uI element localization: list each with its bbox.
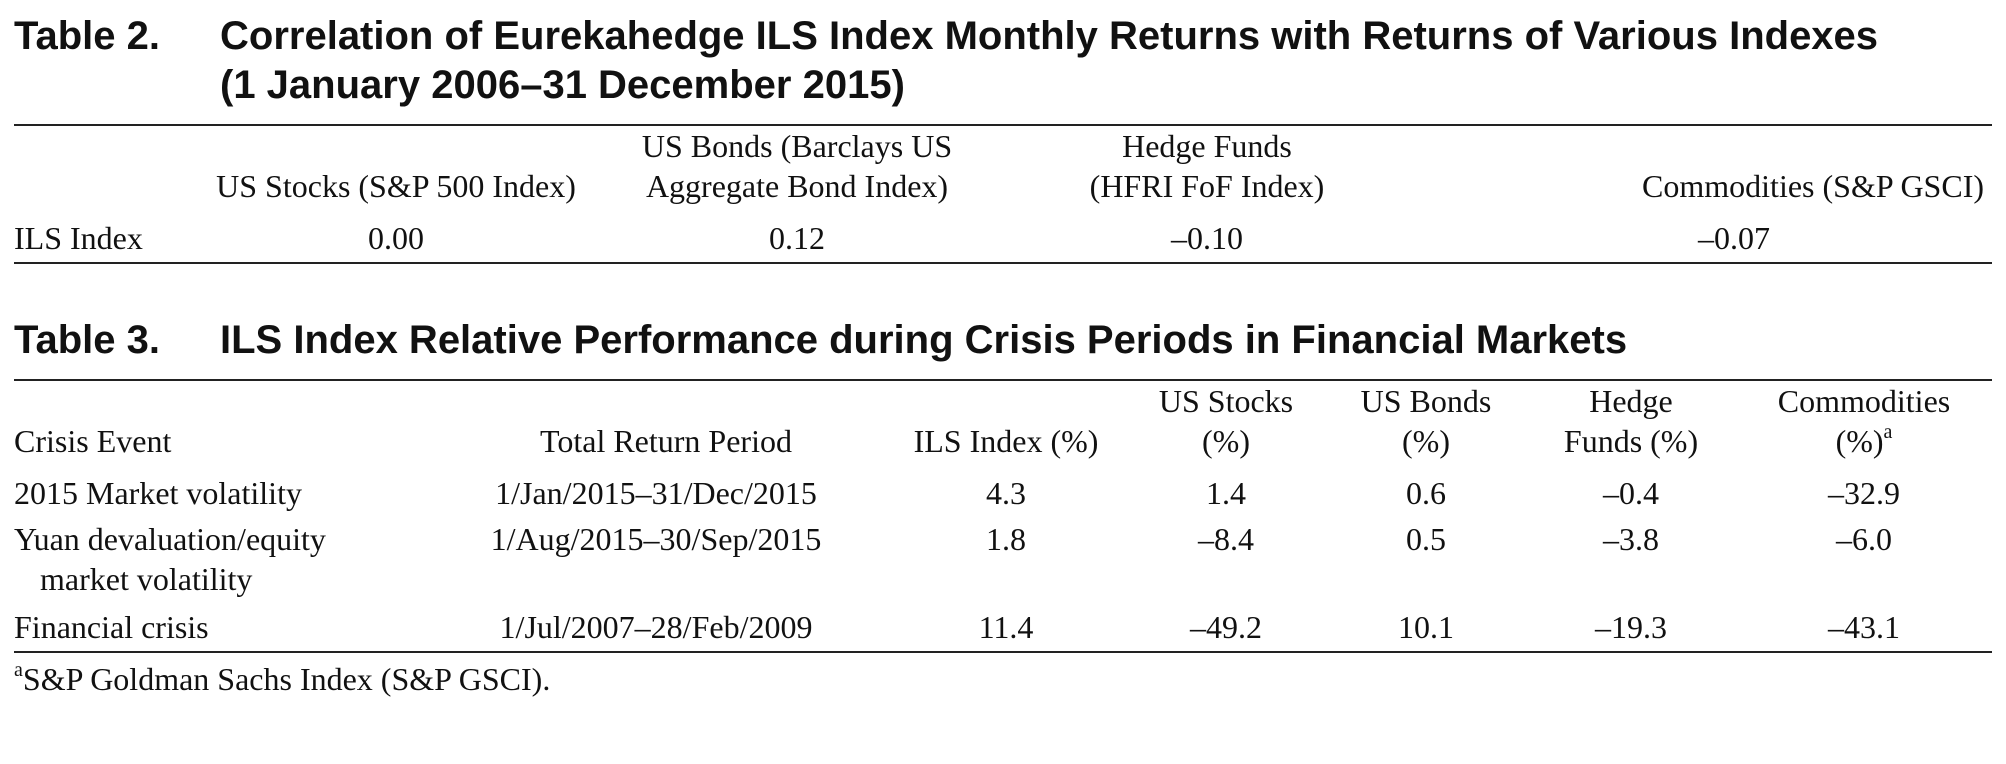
table3-header-ils-index: ILS Index (%) (913, 423, 1099, 459)
table3-header-row: Crisis Event Total Return Period ILS Ind… (14, 381, 1992, 465)
footnote-marker: a (14, 659, 23, 681)
table2-cell-hedge-funds: –0.10 (998, 212, 1416, 264)
table2-header-row: US Stocks (S&P 500 Index) US Bonds (Barc… (14, 126, 1992, 212)
hedge-funds-cell: –3.8 (1603, 521, 1659, 557)
table3-header-us-stocks: US Stocks (%) (1158, 383, 1294, 459)
table2: US Stocks (S&P 500 Index) US Bonds (Barc… (14, 126, 1992, 264)
table-row: Yuan devaluation/equity market volatilit… (14, 519, 1992, 607)
table2-title-line2: (1 January 2006–31 December 2015) (220, 63, 905, 107)
table2-header-hedge-funds: Hedge Funds (HFRI FoF Index) (1089, 128, 1325, 204)
commodities-cell: –6.0 (1836, 521, 1892, 557)
table3-title-text: ILS Index Relative Performance during Cr… (220, 318, 1628, 362)
table2-row-label: ILS Index (14, 212, 196, 264)
us-stocks-cell: 1.4 (1206, 475, 1246, 511)
table-row: 2015 Market volatility 1/Jan/2015–31/Dec… (14, 465, 1992, 519)
table2-cell-us-stocks: 0.00 (196, 212, 596, 264)
table3: Crisis Event Total Return Period ILS Ind… (14, 381, 1992, 653)
period-cell: 1/Jan/2015–31/Dec/2015 (495, 475, 817, 511)
table2-number: Table 2. (14, 14, 160, 58)
hedge-funds-cell: –0.4 (1603, 475, 1659, 511)
us-stocks-cell: –8.4 (1198, 521, 1254, 557)
table2-header-commodities: Commodities (S&P GSCI) (1642, 168, 1984, 204)
table3-header-us-bonds: US Bonds (%) (1360, 383, 1492, 459)
crisis-event-cell: Yuan devaluation/equity market volatilit… (14, 521, 326, 597)
table2-title: Table 2. Correlation of Eurekahedge ILS … (14, 12, 1992, 110)
table2-cell-commodities: –0.07 (1416, 212, 1992, 264)
table2-header-us-bonds: US Bonds (Barclays US Aggregate Bond Ind… (641, 128, 953, 204)
table3-header-period: Total Return Period (540, 423, 792, 459)
table2-title-line1: Correlation of Eurekahedge ILS Index Mon… (220, 14, 1879, 58)
period-cell: 1/Jul/2007–28/Feb/2009 (426, 607, 886, 653)
ils-index-cell: 4.3 (986, 475, 1026, 511)
table3-title: Table 3. ILS Index Relative Performance … (14, 316, 1992, 365)
document-page: Table 2. Correlation of Eurekahedge ILS … (14, 0, 1992, 699)
table-row: ILS Index 0.00 0.12 –0.10 –0.07 (14, 212, 1992, 264)
us-bonds-cell: 10.1 (1326, 607, 1526, 653)
us-bonds-cell: 0.5 (1406, 521, 1446, 557)
table3-header-hedge-funds: Hedge Funds (%) (1563, 383, 1699, 459)
commodities-cell: –43.1 (1736, 607, 1992, 653)
table3-header-crisis-event: Crisis Event (14, 423, 172, 459)
table3-number: Table 3. (14, 318, 160, 362)
us-stocks-cell: –49.2 (1126, 607, 1326, 653)
us-bonds-cell: 0.6 (1406, 475, 1446, 511)
footnote-marker: a (1883, 421, 1893, 443)
table3-top-rule (14, 379, 1992, 381)
commodities-cell: –32.9 (1828, 475, 1900, 511)
table2-top-rule (14, 124, 1992, 126)
ils-index-cell: 1.8 (986, 521, 1026, 557)
ils-index-cell: 11.4 (886, 607, 1126, 653)
period-cell: 1/Aug/2015–30/Sep/2015 (490, 521, 822, 557)
table-row: Financial crisis 1/Jul/2007–28/Feb/2009 … (14, 607, 1992, 653)
crisis-event-cell: 2015 Market volatility (14, 475, 302, 511)
table2-header-blank (14, 126, 196, 212)
footnote-text: S&P Goldman Sachs Index (S&P GSCI). (22, 661, 551, 697)
table2-header-us-stocks: US Stocks (S&P 500 Index) (216, 168, 576, 204)
hedge-funds-cell: –19.3 (1526, 607, 1736, 653)
crisis-event-cell: Financial crisis (14, 607, 426, 653)
table3-header-commodities: Commodities (%)a (1777, 383, 1951, 459)
table2-cell-us-bonds: 0.12 (596, 212, 998, 264)
table3-footnote: aS&P Goldman Sachs Index (S&P GSCI). (14, 659, 1992, 699)
